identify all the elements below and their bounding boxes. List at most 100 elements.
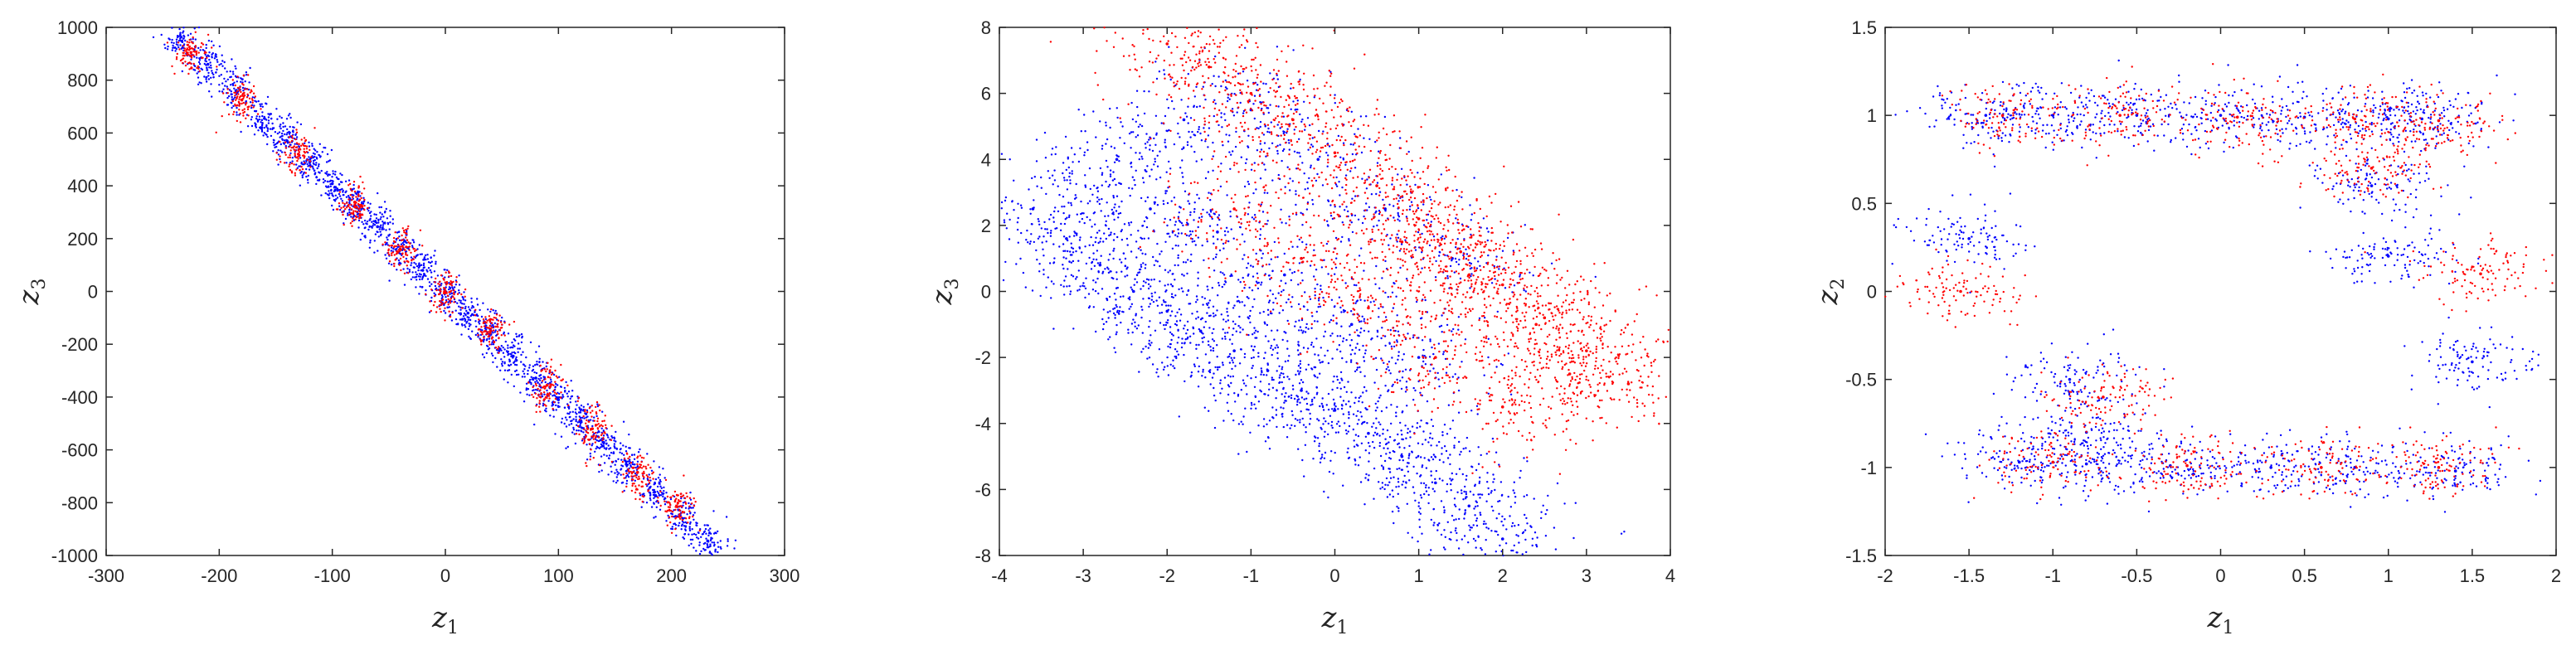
scatter-dot	[600, 424, 602, 426]
scatter-dot	[250, 104, 253, 107]
scatter-dot	[558, 376, 561, 378]
scatter-dot	[423, 257, 425, 260]
scatter-dot	[1165, 129, 1168, 132]
scatter-dot	[1382, 468, 1385, 470]
scatter-dot	[429, 269, 432, 272]
scatter-dot	[1341, 357, 1344, 360]
scatter-dot	[586, 424, 588, 428]
scatter-dot	[1062, 211, 1065, 215]
scatter-dot	[172, 46, 174, 49]
scatter-dot	[1106, 311, 1110, 313]
scatter-dot	[577, 429, 580, 432]
scatter-dot	[1213, 372, 1215, 375]
scatter-dot	[629, 462, 633, 464]
scatter-dot	[379, 230, 382, 233]
scatter-dot	[577, 396, 581, 399]
scatter-dot	[1105, 237, 1108, 240]
scatter-dot	[200, 46, 202, 48]
scatter-dot	[1292, 388, 1295, 390]
scatter-dot	[1163, 301, 1165, 303]
scatter-dot	[1438, 522, 1441, 525]
scatter-dot	[182, 45, 184, 47]
scatter-dot	[591, 443, 594, 445]
scatter-dot	[1019, 257, 1022, 260]
scatter-dot	[377, 221, 380, 224]
scatter-dot	[1397, 433, 1399, 436]
scatter-dot	[1358, 366, 1361, 369]
scatter-dot	[279, 140, 281, 143]
scatter-dot	[1264, 440, 1267, 443]
scatter-dot	[401, 245, 403, 248]
scatter-dot	[1138, 371, 1140, 373]
scatter-dot	[211, 51, 214, 55]
scatter-dot	[441, 295, 444, 298]
scatter-dot	[497, 347, 499, 351]
scatter-dot	[293, 145, 295, 148]
scatter-dot	[354, 202, 357, 205]
scatter-dot	[1514, 525, 1516, 527]
scatter-dot	[416, 254, 419, 256]
scatter-dot	[280, 151, 284, 153]
scatter-dot	[186, 41, 188, 43]
scatter-dot	[301, 176, 304, 179]
scatter-dot	[510, 373, 513, 376]
scatter-dot	[1230, 153, 1232, 156]
scatter-dot	[1423, 457, 1426, 459]
scatter-dot	[1164, 269, 1167, 271]
scatter-dot	[1050, 153, 1053, 156]
scatter-dot	[1453, 503, 1456, 506]
scatter-dot	[1417, 505, 1420, 507]
scatter-dot	[671, 512, 673, 516]
scatter-dot	[276, 118, 279, 120]
scatter-dot	[1120, 121, 1122, 124]
scatter-dot	[1253, 327, 1256, 329]
scatter-dot	[347, 212, 349, 215]
scatter-dot	[343, 206, 345, 208]
scatter-dot	[1112, 257, 1115, 260]
scatter-dot	[1455, 518, 1457, 521]
scatter-dot	[554, 386, 557, 388]
scatter-dot	[699, 528, 702, 531]
scatter-dot	[410, 256, 413, 259]
scatter-dot	[1397, 478, 1400, 480]
scatter-dot	[479, 338, 482, 341]
scatter-dot	[1134, 325, 1136, 327]
scatter-dot	[648, 482, 651, 484]
scatter-dot	[631, 466, 634, 469]
scatter-dot	[1196, 357, 1199, 359]
scatter-dot	[1457, 411, 1461, 414]
scatter-dot	[1469, 529, 1471, 531]
scatter-dot	[600, 469, 603, 472]
scatter-dot	[196, 66, 198, 70]
scatter-dot	[663, 498, 666, 501]
scatter-dot	[197, 67, 200, 70]
scatter-dot	[447, 303, 450, 306]
scatter-dot	[1298, 373, 1300, 376]
scatter-dot	[387, 251, 390, 254]
scatter-dot	[1375, 427, 1378, 429]
scatter-dot	[271, 122, 274, 125]
scatter-dot	[370, 215, 372, 217]
scatter-dot	[1024, 286, 1028, 289]
scatter-dot	[552, 403, 554, 405]
scatter-dot	[1082, 282, 1085, 284]
scatter-dot	[1313, 440, 1316, 443]
scatter-dot	[1373, 422, 1375, 424]
scatter-dot	[190, 54, 193, 56]
scatter-dot	[1107, 215, 1110, 217]
scatter-dot	[521, 376, 524, 378]
scatter-dot	[368, 211, 372, 215]
scatter-dot	[1164, 141, 1166, 143]
scatter-dot	[1412, 465, 1415, 468]
scatter-dot	[279, 115, 281, 118]
scatter-dot	[1062, 243, 1065, 245]
scatter-dot	[683, 537, 686, 540]
scatter-dot	[422, 262, 425, 264]
scatter-dot	[690, 542, 693, 546]
data-point	[1500, 537, 1504, 541]
scatter-dot	[538, 361, 541, 364]
scatter-dot	[1300, 387, 1303, 390]
scatter-dot	[629, 447, 631, 449]
scatter-dot	[688, 497, 692, 499]
scatter-dot	[1201, 317, 1204, 320]
